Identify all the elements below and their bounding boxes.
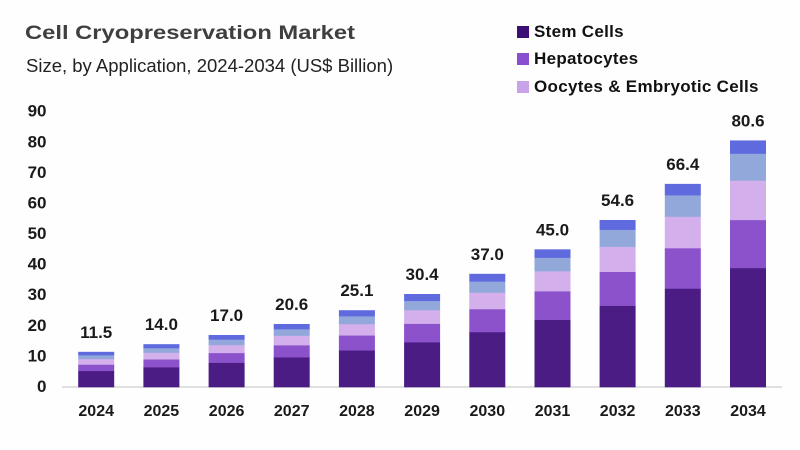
svg-text:14.0: 14.0: [145, 315, 178, 334]
svg-text:0: 0: [37, 377, 46, 396]
svg-text:2030: 2030: [470, 403, 506, 420]
svg-text:45.0: 45.0: [536, 220, 569, 239]
svg-text:20: 20: [28, 316, 47, 335]
svg-text:2029: 2029: [404, 403, 440, 420]
svg-text:2028: 2028: [339, 403, 375, 420]
svg-text:2034: 2034: [730, 403, 766, 420]
svg-text:90: 90: [28, 102, 47, 121]
svg-text:25.1: 25.1: [340, 281, 373, 300]
svg-text:80.6: 80.6: [731, 111, 764, 130]
svg-text:17.0: 17.0: [210, 306, 243, 325]
svg-text:70: 70: [28, 163, 47, 182]
svg-text:2033: 2033: [665, 403, 701, 420]
svg-text:60: 60: [28, 194, 47, 213]
svg-text:10: 10: [28, 346, 47, 365]
svg-text:80: 80: [28, 132, 47, 151]
svg-text:2027: 2027: [274, 403, 310, 420]
svg-text:37.0: 37.0: [471, 245, 504, 264]
svg-text:2032: 2032: [600, 403, 636, 420]
svg-text:40: 40: [28, 255, 47, 274]
svg-text:20.6: 20.6: [275, 295, 308, 314]
svg-text:11.5: 11.5: [80, 323, 112, 342]
svg-text:2025: 2025: [144, 403, 180, 420]
svg-text:30.4: 30.4: [406, 265, 440, 284]
svg-text:30: 30: [28, 285, 47, 304]
svg-text:66.4: 66.4: [666, 155, 700, 174]
svg-text:54.6: 54.6: [601, 191, 634, 210]
svg-text:2026: 2026: [209, 403, 245, 420]
svg-text:50: 50: [28, 224, 47, 243]
svg-text:2031: 2031: [535, 403, 571, 420]
svg-text:2024: 2024: [78, 403, 114, 420]
